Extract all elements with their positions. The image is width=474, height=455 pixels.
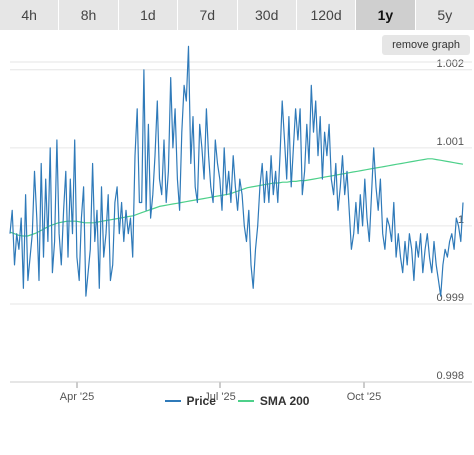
y-tick-label: 0.999 — [436, 292, 464, 304]
y-tick-label: 1 — [458, 214, 464, 226]
x-tick-label: Oct '25 — [347, 391, 382, 403]
price-series-line — [9, 45, 464, 297]
range-button-120d[interactable]: 120d — [296, 0, 357, 30]
legend-label-price: Price — [186, 394, 216, 408]
range-button-5y[interactable]: 5y — [415, 0, 474, 30]
x-tick-label: Apr '25 — [60, 391, 95, 403]
legend-swatch-price — [164, 400, 181, 402]
range-button-30d[interactable]: 30d — [237, 0, 297, 30]
range-button-7d[interactable]: 7d — [178, 0, 238, 30]
legend-item-sma[interactable]: SMA 200 — [237, 394, 310, 408]
range-button-8h[interactable]: 8h — [59, 0, 119, 30]
range-button-4h[interactable]: 4h — [0, 0, 60, 30]
x-tick-label: Jul '25 — [204, 391, 235, 403]
range-button-1y[interactable]: 1y — [356, 0, 416, 30]
time-range-selector: 4h 8h 1d 7d 30d 120d 1y 5y — [0, 0, 474, 30]
chart-legend: Price SMA 200 — [0, 390, 474, 412]
legend-swatch-sma — [237, 400, 254, 402]
legend-item-price[interactable]: Price — [164, 394, 216, 408]
y-tick-label: 1.002 — [436, 58, 464, 70]
remove-graph-button[interactable]: remove graph — [382, 35, 470, 55]
range-button-1d[interactable]: 1d — [118, 0, 179, 30]
y-tick-label: 0.998 — [436, 370, 464, 382]
y-tick-label: 1.001 — [436, 136, 464, 148]
sma-200-series-line — [9, 158, 464, 237]
legend-label-sma: SMA 200 — [259, 394, 310, 408]
